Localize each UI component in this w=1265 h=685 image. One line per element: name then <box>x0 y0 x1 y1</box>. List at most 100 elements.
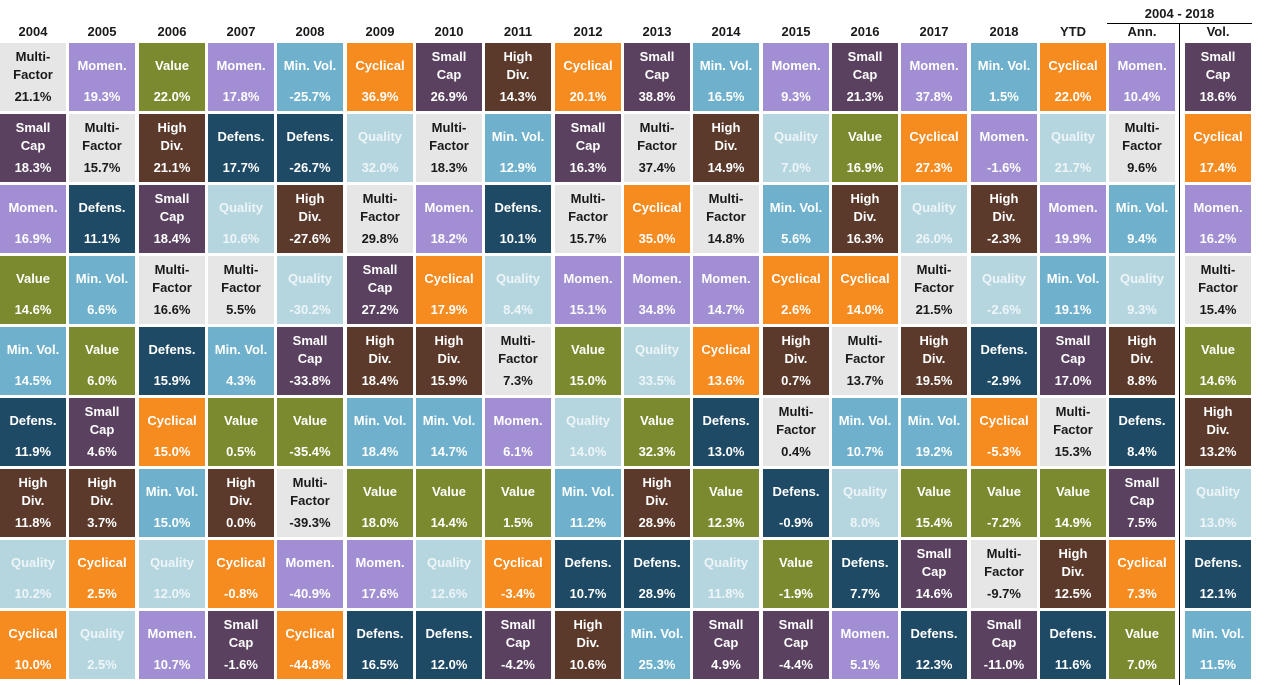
factor-cell-quality: Quality 12.6% <box>416 540 482 608</box>
factor-return-value: 12.6% <box>430 586 468 601</box>
factor-cell-quality: Quality 12.0% <box>139 540 205 608</box>
factor-return-value: 10.2% <box>14 586 52 601</box>
factor-cell-quality: Quality 21.7% <box>1040 114 1106 182</box>
factor-return-value: 21.3% <box>846 89 884 104</box>
factor-label: Small Cap <box>1055 333 1091 366</box>
factor-return-value: 26.0% <box>915 231 953 246</box>
factor-cell-small-cap: Small Cap 21.3% <box>832 43 898 111</box>
factor-return-value: 14.6% <box>14 302 52 317</box>
factor-cell-min-vol: Min. Vol. 9.4% <box>1109 185 1175 253</box>
factor-return-value: -1.6% <box>987 160 1021 175</box>
factor-label: Min. Vol. <box>353 413 407 428</box>
factor-return-value: 12.3% <box>915 657 953 672</box>
factor-return-value: 28.9% <box>638 586 676 601</box>
factor-return-value: -4.4% <box>779 657 813 672</box>
factor-cell-multi-factor: Multi- Factor 18.3% <box>416 114 482 182</box>
factor-return-value: -39.3% <box>289 515 331 530</box>
factor-return-value: 13.7% <box>846 373 884 388</box>
factor-cell-small-cap: Small Cap -11.0% <box>971 611 1037 679</box>
factor-cell-multi-factor: Multi- Factor 9.6% <box>1109 114 1175 182</box>
factor-label: Momen. <box>355 555 405 570</box>
factor-return-value: 12.3% <box>707 515 745 530</box>
factor-return-value: 15.4% <box>915 515 953 530</box>
factor-return-value: 9.3% <box>1127 302 1157 317</box>
factor-cell-cyclical: Cyclical 17.9% <box>416 256 482 324</box>
factor-label: Value <box>224 413 258 428</box>
factor-return-value: 11.2% <box>569 515 607 530</box>
factor-label: High Div. <box>157 120 187 153</box>
factor-cell-momentum: Momen. 17.6% <box>347 540 413 608</box>
factor-return-value: 21.1% <box>14 89 52 104</box>
factor-cell-high-div: High Div. 28.9% <box>624 469 690 537</box>
factor-return-value: -2.3% <box>987 231 1021 246</box>
factor-cell-value: Value 0.5% <box>208 398 274 466</box>
factor-label: High Div. <box>1203 404 1233 437</box>
factor-return-value: 18.4% <box>361 444 399 459</box>
factor-cell-momentum: Momen. 10.7% <box>139 611 205 679</box>
factor-label: Cyclical <box>701 342 751 357</box>
factor-cell-defensive: Defens. 16.5% <box>347 611 413 679</box>
factor-return-value: 14.0% <box>846 302 884 317</box>
factor-return-value: 12.5% <box>1054 586 1092 601</box>
factor-cell-quality: Quality 14.0% <box>555 398 621 466</box>
factor-label: Defens. <box>980 342 1028 357</box>
factor-return-value: 7.0% <box>781 160 811 175</box>
factor-return-value: 14.7% <box>430 444 468 459</box>
factor-label: Momen. <box>1193 200 1243 215</box>
factor-return-value: -4.2% <box>501 657 535 672</box>
factor-label: High Div. <box>18 475 48 508</box>
factor-label: Defens. <box>286 129 334 144</box>
factor-cell-multi-factor: Multi- Factor 15.4% <box>1185 256 1251 324</box>
factor-label: Small Cap <box>292 333 328 366</box>
factor-return-value: 2.6% <box>781 302 811 317</box>
factor-return-value: 8.8% <box>1127 373 1157 388</box>
factor-return-value: 11.1% <box>83 231 121 246</box>
factor-cell-min-vol: Min. Vol. 12.9% <box>485 114 551 182</box>
factor-label: Min. Vol. <box>145 484 199 499</box>
period-header: 2004 - 2018 <box>1144 6 1215 21</box>
factor-return-value: 29.8% <box>361 231 399 246</box>
factor-return-value: 2.5% <box>87 586 117 601</box>
factor-cell-cyclical: Cyclical 13.6% <box>693 327 759 395</box>
factor-cell-defensive: Defens. 8.4% <box>1109 398 1175 466</box>
factor-return-value: 16.5% <box>707 89 745 104</box>
factor-return-value: 0.5% <box>226 444 256 459</box>
factor-label: Momen. <box>216 58 266 73</box>
factor-label: Small Cap <box>847 49 883 82</box>
factor-cell-momentum: Momen. 5.1% <box>832 611 898 679</box>
column-header-2007: 2007 <box>226 24 256 39</box>
factor-cell-quality: Quality 26.0% <box>901 185 967 253</box>
factor-label: Cyclical <box>216 555 266 570</box>
factor-return-value: 20.1% <box>569 89 607 104</box>
factor-return-value: 27.3% <box>915 160 953 175</box>
factor-cell-value: Value 1.5% <box>485 469 551 537</box>
factor-return-value: 5.6% <box>781 231 811 246</box>
factor-return-value: 17.4% <box>1199 160 1237 175</box>
factor-label: Multi- Factor <box>221 262 261 295</box>
factor-return-value: 18.3% <box>14 160 52 175</box>
factor-cell-small-cap: Small Cap 18.3% <box>0 114 66 182</box>
factor-label: Momen. <box>771 58 821 73</box>
factor-label: Cyclical <box>1193 129 1243 144</box>
factor-return-value: 19.5% <box>915 373 953 388</box>
factor-return-value: 15.0% <box>153 515 191 530</box>
factor-return-value: 9.6% <box>1127 160 1157 175</box>
factor-return-value: 5.1% <box>850 657 880 672</box>
factor-label: Multi- Factor <box>706 191 746 224</box>
factor-return-value: 14.4% <box>430 515 468 530</box>
factor-return-value: 0.4% <box>781 444 811 459</box>
factor-cell-defensive: Defens. 10.7% <box>555 540 621 608</box>
factor-cell-cyclical: Cyclical 15.0% <box>139 398 205 466</box>
factor-cell-min-vol: Min. Vol. 19.2% <box>901 398 967 466</box>
factor-cell-cyclical: Cyclical 14.0% <box>832 256 898 324</box>
factor-label: High Div. <box>434 333 464 366</box>
factor-return-value: 17.7% <box>222 160 260 175</box>
factor-cell-high-div: High Div. -27.6% <box>277 185 343 253</box>
column-header-ytd: YTD <box>1060 24 1086 39</box>
factor-return-value: 13.0% <box>707 444 745 459</box>
factor-cell-small-cap: Small Cap 7.5% <box>1109 469 1175 537</box>
factor-return-value: 10.7% <box>153 657 191 672</box>
factor-cell-min-vol: Min. Vol. 25.3% <box>624 611 690 679</box>
factor-cell-min-vol: Min. Vol. 16.5% <box>693 43 759 111</box>
